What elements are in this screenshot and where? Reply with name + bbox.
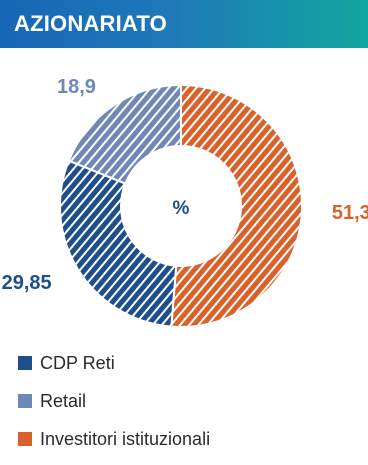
header-bar: AZIONARIATO bbox=[0, 0, 368, 48]
value-label-retail: 18,9 bbox=[57, 76, 96, 98]
legend: CDP Reti Retail Investitori istituzional… bbox=[18, 348, 210, 462]
chart-title: AZIONARIATO bbox=[14, 11, 167, 36]
value-label-investitori-istituzionali: 51,3 bbox=[332, 202, 368, 224]
legend-label: CDP Reti bbox=[40, 352, 115, 373]
legend-item-cdp-reti: CDP Reti bbox=[18, 348, 210, 378]
legend-label: Investitori istituzionali bbox=[40, 428, 211, 449]
center-label: % bbox=[173, 198, 190, 219]
value-label-cdp-reti: 29,85 bbox=[2, 272, 52, 294]
legend-item-investitori-istituzionali: Investitori istituzionali bbox=[18, 424, 210, 454]
slice-cdp-reti bbox=[59, 159, 178, 328]
legend-item-retail: Retail bbox=[18, 386, 210, 416]
legend-label: Retail bbox=[40, 390, 87, 411]
donut-chart: 51,3 29,85 18,9 % bbox=[2, 76, 368, 328]
legend-swatch bbox=[18, 356, 32, 370]
legend-swatch bbox=[18, 394, 32, 408]
slice-retail bbox=[67, 83, 182, 185]
legend-swatch bbox=[18, 432, 32, 446]
slice-investitori-istituzionali bbox=[170, 83, 304, 328]
